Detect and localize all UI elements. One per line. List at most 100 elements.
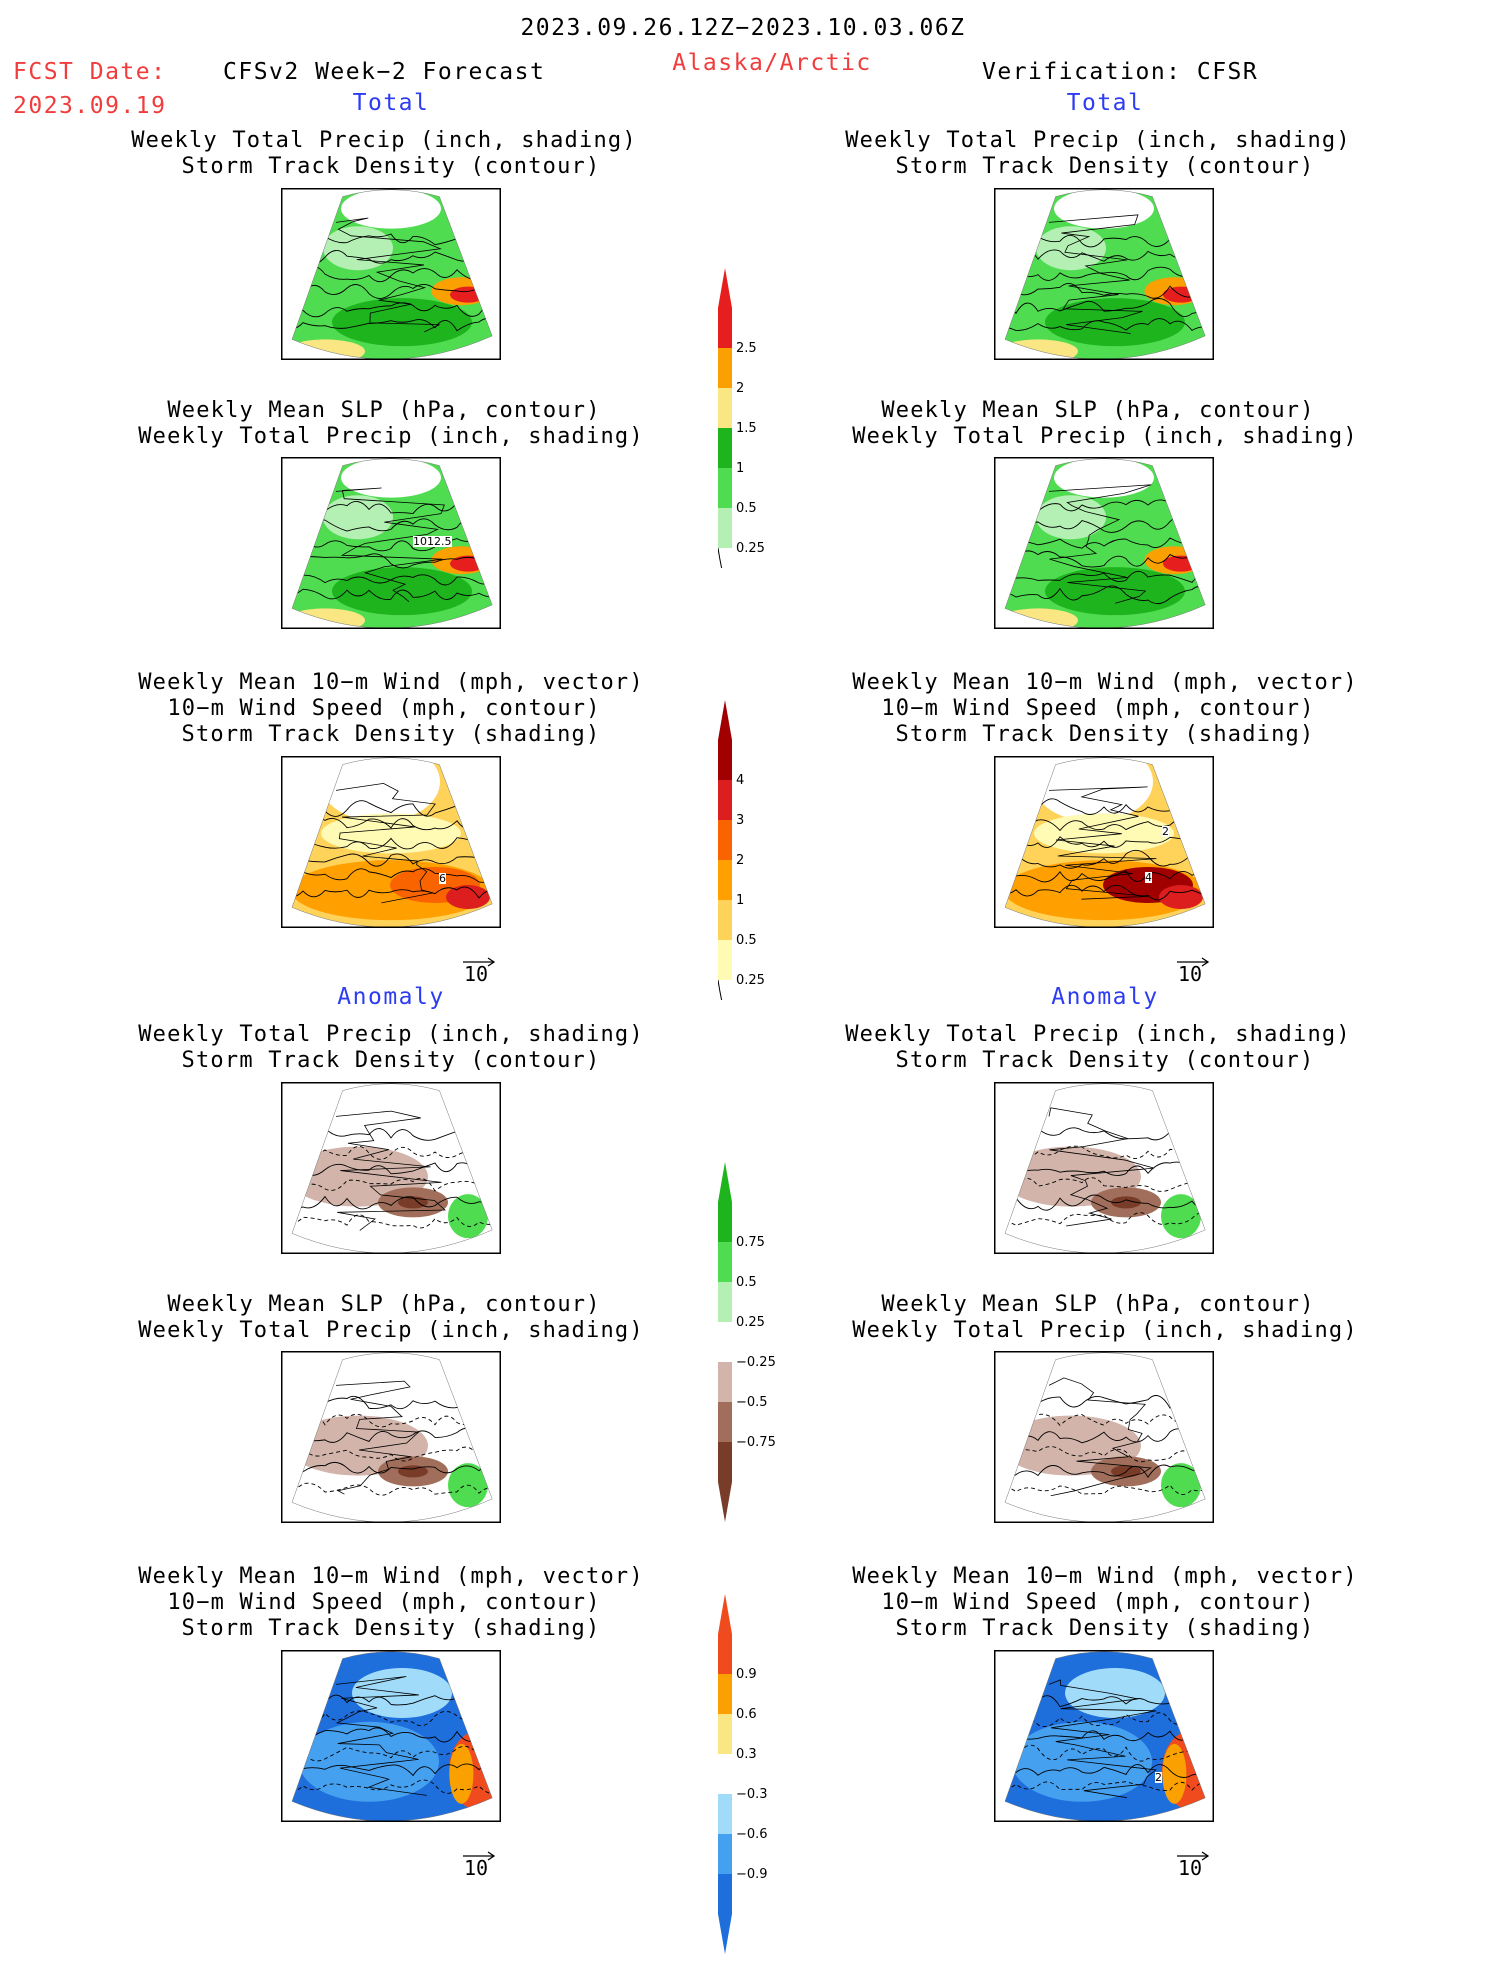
fcst-date-label: FCST Date: <box>13 59 167 85</box>
field-blob <box>1036 226 1106 271</box>
field-blob <box>1054 458 1154 498</box>
contour-line <box>292 1195 493 1210</box>
panel-title-line: Storm Track Density (contour) <box>895 154 1315 179</box>
map-total-slp-precip-forecast: 1012.5 <box>281 457 501 629</box>
colorbar-segment <box>718 468 732 508</box>
coastline <box>1048 214 1143 334</box>
field-blob <box>1045 567 1185 616</box>
contour-line <box>1005 1194 1206 1211</box>
model-title: CFSv2 Week−2 Forecast <box>223 59 546 85</box>
field-blob <box>1065 1668 1165 1718</box>
panel-title-line: Weekly Mean 10−m Wind (mph, vector) <box>138 670 644 695</box>
map-field <box>281 756 501 928</box>
domain-outline <box>1004 757 1206 928</box>
map-anomaly-precip-storm-cfsr <box>994 1082 1214 1254</box>
colorbar-segment <box>718 940 732 980</box>
colorbar-tick-label: −0.5 <box>736 1395 768 1410</box>
map-field <box>281 1351 501 1523</box>
map-total-precip-storm-cfsr <box>994 188 1214 360</box>
panel-title-line: Storm Track Density (shading) <box>895 722 1315 747</box>
map-frame <box>994 1082 1214 1254</box>
valid-period: 2023.09.26.12Z−2023.10.03.06Z <box>520 15 966 41</box>
map-total-precip-storm-forecast <box>281 188 501 360</box>
panel-title-line: Weekly Total Precip (inch, shading) <box>131 128 637 153</box>
map-frame <box>281 457 501 629</box>
reference-vector: 10 <box>1176 952 1210 984</box>
colorbar-tick-label: 0.25 <box>736 973 765 988</box>
colorbar-segment <box>718 740 732 780</box>
colorbar-tick-label: −0.9 <box>736 1867 768 1882</box>
contour-line <box>292 588 493 600</box>
colorbar-top-triangle <box>718 1162 732 1202</box>
field-blob <box>321 813 461 854</box>
panel-title-line: Weekly Mean 10−m Wind (mph, vector) <box>138 1564 644 1589</box>
field-blob <box>1034 813 1174 854</box>
contour-line <box>1005 585 1206 605</box>
panel-title-line: Weekly Total Precip (inch, shading) <box>138 1022 644 1047</box>
colorbar-tick-label: 3 <box>736 813 745 828</box>
colorbar-segment <box>718 820 732 860</box>
wind-contour-label: 4 <box>1145 871 1152 884</box>
field-blob <box>299 1721 439 1802</box>
colorbar-tick-label: 0.25 <box>736 541 765 556</box>
reference-arrow-icon <box>1177 1851 1210 1861</box>
map-field <box>994 756 1214 928</box>
panel-title-line: Weekly Total Precip (inch, shading) <box>138 424 644 449</box>
colorbar-segment <box>718 1362 732 1402</box>
colorbar-segment <box>718 1242 732 1282</box>
panel-title-line: 10−m Wind Speed (mph, contour) <box>881 696 1315 721</box>
colorbar-tick-label: 0.5 <box>736 1275 757 1290</box>
slp-contour-label: 1012.5 <box>413 535 452 548</box>
colorbar-segment <box>718 1834 732 1874</box>
domain-outline <box>291 1651 493 1822</box>
map-frame <box>994 1650 1214 1822</box>
contour-line <box>292 886 493 901</box>
colorbar-segment <box>718 1202 732 1242</box>
field-blob <box>323 226 393 271</box>
colorbar-tick-label: 1.5 <box>736 421 757 436</box>
reference-arrow-icon <box>1177 957 1210 967</box>
field-blob <box>450 286 486 303</box>
map-frame <box>281 188 501 360</box>
colorbar-tick-label: 2.5 <box>736 341 757 356</box>
section-total-right: Total <box>1066 90 1144 116</box>
colorbar-segment <box>718 1322 732 1362</box>
colorbar-segment <box>718 780 732 820</box>
reference-vector-label: 10 <box>1178 1856 1203 1880</box>
field-blob <box>1036 495 1106 540</box>
panel-title-line: Weekly Mean 10−m Wind (mph, vector) <box>852 670 1358 695</box>
contour-line <box>1005 1446 1206 1463</box>
domain-outline <box>1004 189 1206 360</box>
coastline <box>1048 786 1157 900</box>
colorbar-precip-total: 0.25 0.5 1 1.5 2 2.5 <box>717 268 778 587</box>
reference-vector: 10 <box>462 1846 496 1878</box>
colorbar-tick-label: 1 <box>736 461 745 476</box>
contour-line <box>1005 1781 1206 1794</box>
coastline <box>1048 1377 1152 1497</box>
colorbar-segment <box>718 1794 732 1834</box>
contour-line <box>1005 318 1206 331</box>
coastline <box>335 1110 446 1231</box>
panel-title-line: Weekly Total Precip (inch, shading) <box>845 128 1351 153</box>
fcst-date-value: 2023.09.19 <box>13 93 167 119</box>
contour-line <box>292 1745 493 1762</box>
map-field <box>994 188 1214 360</box>
colorbar-storm-density-anomaly: −0.9 −0.6 −0.3 0.3 0.6 0.9 <box>718 1594 778 1978</box>
panel-title-line: Storm Track Density (contour) <box>181 154 601 179</box>
panel-title-line: Weekly Mean SLP (hPa, contour) <box>881 398 1315 423</box>
coastline <box>335 1380 420 1495</box>
map-frame <box>281 1082 501 1254</box>
colorbar-graphic <box>717 268 732 587</box>
contour-line <box>292 317 493 332</box>
colorbar-tick-label: −0.75 <box>736 1435 776 1450</box>
domain-outline <box>291 1352 493 1523</box>
field-blob <box>1161 1463 1201 1508</box>
colorbar-tick-label: 0.75 <box>736 1235 765 1250</box>
contour-line <box>1005 298 1206 317</box>
field-blob <box>1111 1196 1141 1209</box>
colorbar-segment <box>718 1402 732 1442</box>
domain-outline <box>1004 1651 1206 1822</box>
contour-line <box>1005 570 1206 585</box>
panel-title-line: Weekly Mean SLP (hPa, contour) <box>881 1292 1315 1317</box>
map-frame <box>994 188 1214 360</box>
